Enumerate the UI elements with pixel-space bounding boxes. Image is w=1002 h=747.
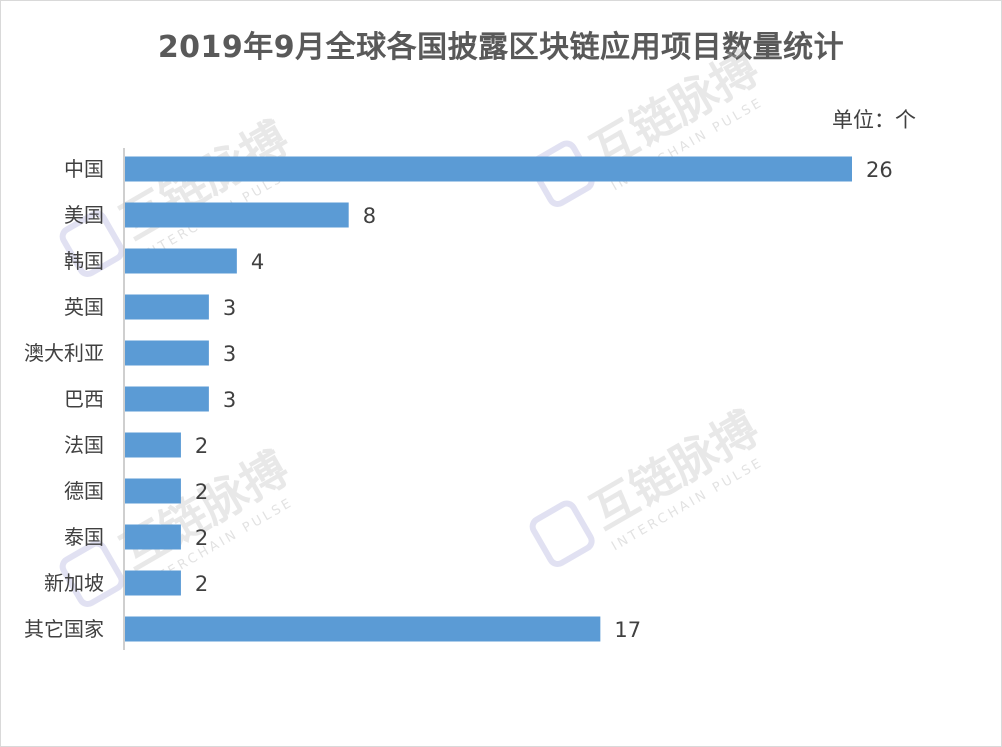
bar-6 bbox=[125, 432, 181, 458]
category-label: 澳大利亚 bbox=[24, 341, 104, 365]
bars-group bbox=[125, 156, 852, 642]
watermark-emblem-icon bbox=[529, 500, 595, 567]
labels-group: 中国 26 美国 8 韩国 4 英国 3 澳大利亚 3 巴西 3 法国 2 德国 2 泰国 2 新加坡 2 其它国家 17 bbox=[24, 157, 893, 642]
bar-9 bbox=[125, 570, 181, 596]
category-label: 美国 bbox=[64, 203, 104, 227]
value-label: 2 bbox=[195, 572, 208, 596]
value-label: 8 bbox=[363, 204, 376, 228]
category-label: 其它国家 bbox=[24, 617, 104, 641]
category-label: 泰国 bbox=[64, 525, 104, 549]
category-label: 英国 bbox=[64, 295, 104, 319]
category-label: 法国 bbox=[64, 433, 104, 457]
value-label: 26 bbox=[866, 158, 893, 182]
value-label: 2 bbox=[195, 480, 208, 504]
category-label: 巴西 bbox=[64, 387, 104, 411]
unit-label: 单位：个 bbox=[832, 108, 916, 132]
watermark-emblem-icon bbox=[59, 210, 125, 277]
bar-7 bbox=[125, 478, 181, 504]
category-label: 德国 bbox=[64, 479, 104, 503]
category-label: 中国 bbox=[64, 157, 104, 181]
bar-3 bbox=[125, 294, 209, 320]
value-label: 4 bbox=[251, 250, 264, 274]
bar-2 bbox=[125, 248, 237, 274]
bar-4 bbox=[125, 340, 209, 366]
bar-0 bbox=[125, 156, 852, 182]
value-label: 3 bbox=[223, 388, 236, 412]
value-label: 17 bbox=[614, 618, 641, 642]
category-label: 韩国 bbox=[64, 249, 104, 273]
bar-5 bbox=[125, 386, 209, 412]
value-label: 3 bbox=[223, 296, 236, 320]
bar-10 bbox=[125, 616, 601, 642]
value-label: 2 bbox=[195, 526, 208, 550]
chart-title: 2019年9月全球各国披露区块链应用项目数量统计 bbox=[157, 30, 845, 65]
bar-8 bbox=[125, 524, 181, 550]
watermark-emblem-icon bbox=[59, 540, 125, 607]
value-label: 2 bbox=[195, 434, 208, 458]
category-label: 新加坡 bbox=[44, 571, 104, 595]
bar-1 bbox=[125, 202, 349, 228]
value-label: 3 bbox=[223, 342, 236, 366]
